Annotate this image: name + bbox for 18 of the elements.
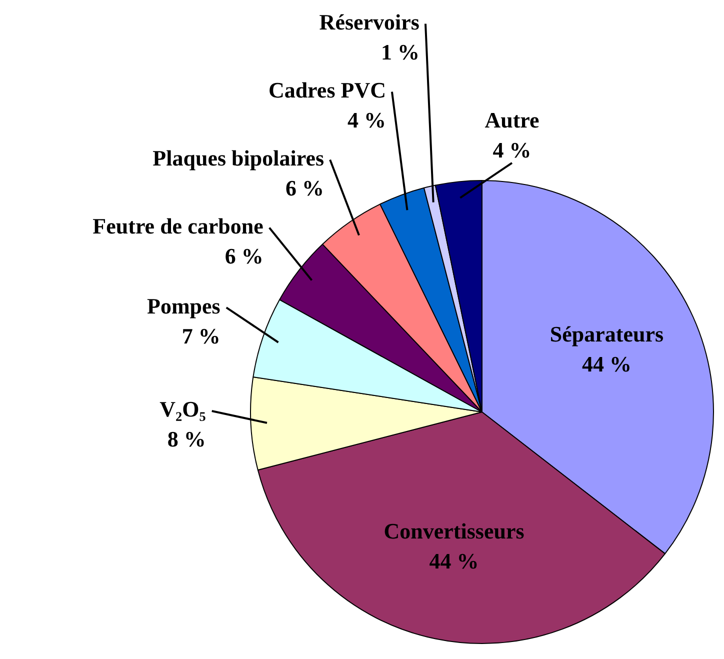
slice-label: Cadres PVC — [268, 77, 386, 102]
data-label: 6 % — [224, 243, 264, 268]
slice-label: Convertisseurs — [384, 518, 525, 544]
slice-label: Réservoirs — [319, 9, 420, 34]
slice-label: Pompes — [147, 293, 221, 318]
data-label: 44 % — [582, 352, 632, 377]
slice-label: Feutre de carbone — [92, 213, 264, 238]
data-label: 1 % — [381, 39, 420, 64]
slice-label: Séparateurs — [550, 322, 664, 347]
slice-label: Plaques bipolaires — [152, 145, 324, 170]
data-label: 44 % — [429, 548, 479, 574]
data-label: 7 % — [182, 323, 220, 348]
data-label: 4 % — [347, 107, 386, 132]
data-label: 6 % — [286, 175, 324, 200]
slice-label: V₂O₅ — [160, 396, 206, 422]
data-label: 8 % — [167, 426, 206, 452]
data-label: 4 % — [492, 138, 532, 163]
slice-label: Autre — [484, 108, 540, 133]
